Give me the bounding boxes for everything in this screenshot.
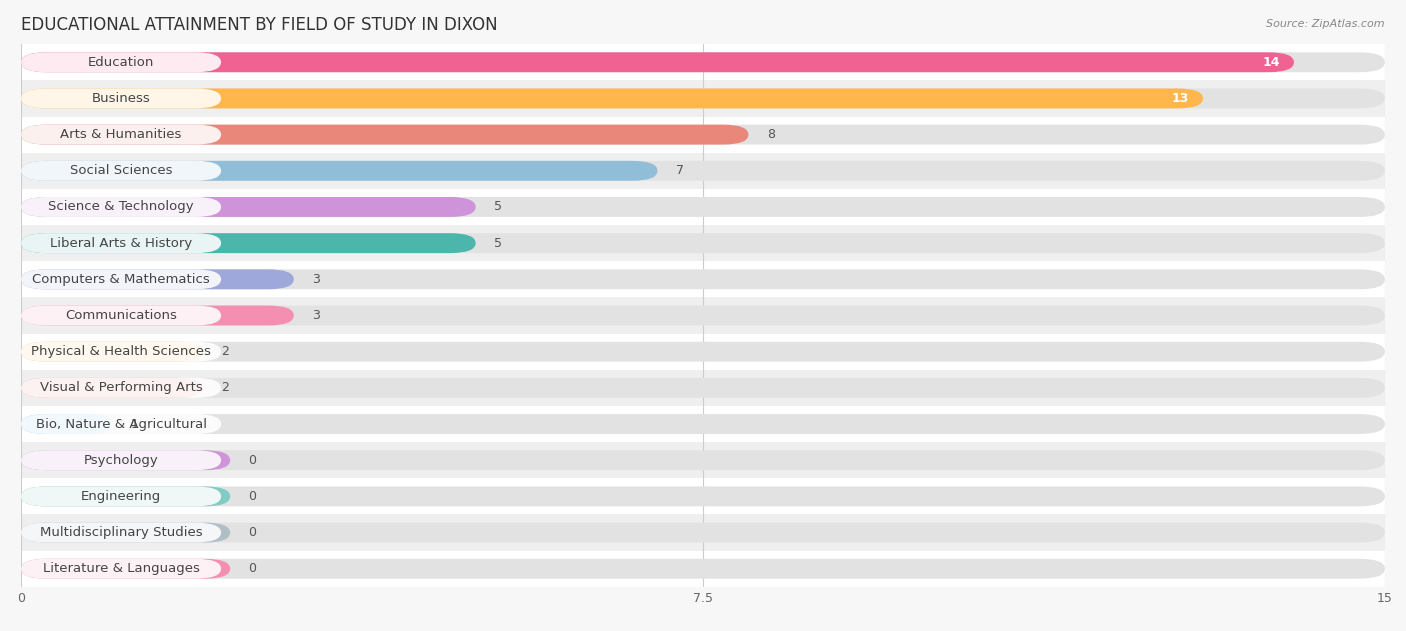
FancyBboxPatch shape xyxy=(21,342,1385,362)
FancyBboxPatch shape xyxy=(21,451,221,470)
FancyBboxPatch shape xyxy=(21,52,1385,72)
FancyBboxPatch shape xyxy=(21,52,1294,72)
Text: 5: 5 xyxy=(494,201,502,213)
Text: 8: 8 xyxy=(766,128,775,141)
Text: 2: 2 xyxy=(221,381,229,394)
Text: Arts & Humanities: Arts & Humanities xyxy=(60,128,181,141)
FancyBboxPatch shape xyxy=(21,559,221,579)
FancyBboxPatch shape xyxy=(21,153,1385,189)
FancyBboxPatch shape xyxy=(21,378,221,398)
FancyBboxPatch shape xyxy=(21,125,221,144)
FancyBboxPatch shape xyxy=(21,378,202,398)
Text: 1: 1 xyxy=(131,418,138,430)
FancyBboxPatch shape xyxy=(21,522,1385,543)
FancyBboxPatch shape xyxy=(21,233,221,253)
FancyBboxPatch shape xyxy=(21,342,221,362)
FancyBboxPatch shape xyxy=(21,478,1385,514)
FancyBboxPatch shape xyxy=(21,125,1385,144)
Text: Education: Education xyxy=(89,56,155,69)
Text: 0: 0 xyxy=(249,490,256,503)
FancyBboxPatch shape xyxy=(21,406,1385,442)
FancyBboxPatch shape xyxy=(21,487,221,506)
FancyBboxPatch shape xyxy=(21,88,1204,109)
Text: 2: 2 xyxy=(221,345,229,358)
Text: Liberal Arts & History: Liberal Arts & History xyxy=(51,237,193,250)
FancyBboxPatch shape xyxy=(21,342,202,362)
FancyBboxPatch shape xyxy=(21,225,1385,261)
FancyBboxPatch shape xyxy=(21,305,221,326)
FancyBboxPatch shape xyxy=(21,414,221,434)
FancyBboxPatch shape xyxy=(21,559,231,579)
FancyBboxPatch shape xyxy=(21,451,1385,470)
Text: Computers & Mathematics: Computers & Mathematics xyxy=(32,273,209,286)
FancyBboxPatch shape xyxy=(21,80,1385,117)
FancyBboxPatch shape xyxy=(21,269,294,289)
FancyBboxPatch shape xyxy=(21,305,294,326)
FancyBboxPatch shape xyxy=(21,451,231,470)
FancyBboxPatch shape xyxy=(21,88,221,109)
FancyBboxPatch shape xyxy=(21,197,1385,217)
FancyBboxPatch shape xyxy=(21,305,1385,326)
Text: 0: 0 xyxy=(249,562,256,575)
FancyBboxPatch shape xyxy=(21,125,748,144)
Text: Engineering: Engineering xyxy=(82,490,162,503)
FancyBboxPatch shape xyxy=(21,88,1385,109)
Text: Social Sciences: Social Sciences xyxy=(70,164,173,177)
Text: Science & Technology: Science & Technology xyxy=(48,201,194,213)
Text: Visual & Performing Arts: Visual & Performing Arts xyxy=(39,381,202,394)
FancyBboxPatch shape xyxy=(21,233,1385,253)
FancyBboxPatch shape xyxy=(21,269,1385,289)
FancyBboxPatch shape xyxy=(21,161,1385,180)
Text: Communications: Communications xyxy=(65,309,177,322)
FancyBboxPatch shape xyxy=(21,261,1385,297)
Text: 14: 14 xyxy=(1263,56,1281,69)
FancyBboxPatch shape xyxy=(21,378,1385,398)
FancyBboxPatch shape xyxy=(21,197,475,217)
Text: 0: 0 xyxy=(249,454,256,467)
FancyBboxPatch shape xyxy=(21,522,221,543)
FancyBboxPatch shape xyxy=(21,197,221,217)
Text: 0: 0 xyxy=(249,526,256,539)
FancyBboxPatch shape xyxy=(21,297,1385,334)
FancyBboxPatch shape xyxy=(21,44,1385,80)
FancyBboxPatch shape xyxy=(21,551,1385,587)
Text: 3: 3 xyxy=(312,309,321,322)
Text: Source: ZipAtlas.com: Source: ZipAtlas.com xyxy=(1267,19,1385,29)
Text: 7: 7 xyxy=(676,164,683,177)
FancyBboxPatch shape xyxy=(21,161,221,180)
FancyBboxPatch shape xyxy=(21,334,1385,370)
Text: EDUCATIONAL ATTAINMENT BY FIELD OF STUDY IN DIXON: EDUCATIONAL ATTAINMENT BY FIELD OF STUDY… xyxy=(21,16,498,34)
FancyBboxPatch shape xyxy=(21,559,1385,579)
Text: 5: 5 xyxy=(494,237,502,250)
FancyBboxPatch shape xyxy=(21,269,221,289)
Text: Bio, Nature & Agricultural: Bio, Nature & Agricultural xyxy=(35,418,207,430)
FancyBboxPatch shape xyxy=(21,161,658,180)
FancyBboxPatch shape xyxy=(21,487,1385,506)
FancyBboxPatch shape xyxy=(21,522,231,543)
Text: Business: Business xyxy=(91,92,150,105)
FancyBboxPatch shape xyxy=(21,370,1385,406)
Text: Multidisciplinary Studies: Multidisciplinary Studies xyxy=(39,526,202,539)
FancyBboxPatch shape xyxy=(21,442,1385,478)
FancyBboxPatch shape xyxy=(21,189,1385,225)
Text: Psychology: Psychology xyxy=(84,454,159,467)
Text: 13: 13 xyxy=(1173,92,1189,105)
FancyBboxPatch shape xyxy=(21,233,475,253)
FancyBboxPatch shape xyxy=(21,414,112,434)
Text: Literature & Languages: Literature & Languages xyxy=(42,562,200,575)
FancyBboxPatch shape xyxy=(21,514,1385,551)
Text: Physical & Health Sciences: Physical & Health Sciences xyxy=(31,345,211,358)
FancyBboxPatch shape xyxy=(21,52,221,72)
Text: 3: 3 xyxy=(312,273,321,286)
FancyBboxPatch shape xyxy=(21,414,1385,434)
FancyBboxPatch shape xyxy=(21,487,231,506)
FancyBboxPatch shape xyxy=(21,117,1385,153)
